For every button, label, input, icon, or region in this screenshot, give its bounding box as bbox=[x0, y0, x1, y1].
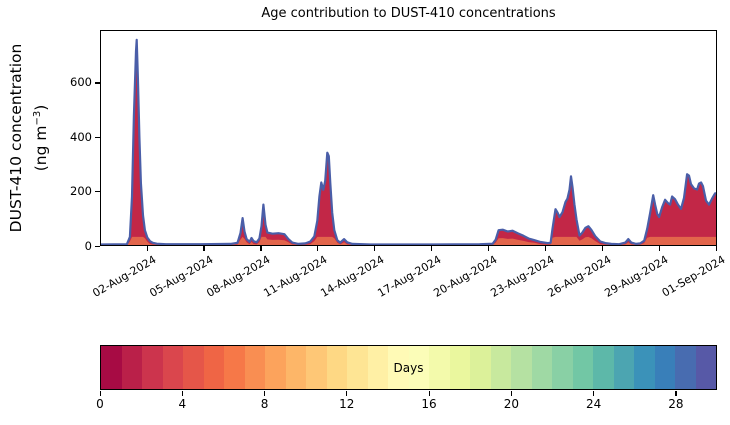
x-tick bbox=[317, 246, 319, 251]
y-tick-label: 400 bbox=[70, 129, 92, 144]
colorbar-gradient bbox=[101, 346, 716, 389]
concentration-area-young bbox=[101, 39, 716, 245]
colorbar-segment bbox=[101, 346, 122, 389]
colorbar-tick-label: 0 bbox=[96, 397, 104, 411]
y-axis-label-line2: (ng m−3) bbox=[32, 104, 51, 172]
concentration-area-mid-age bbox=[101, 236, 716, 245]
colorbar-segment bbox=[675, 346, 696, 389]
colorbar-segment bbox=[142, 346, 163, 389]
colorbar-segment bbox=[347, 346, 368, 389]
colorbar-tick bbox=[593, 391, 595, 396]
colorbar-segment bbox=[183, 346, 204, 389]
colorbar-segment bbox=[613, 346, 634, 389]
colorbar-tick-label: 24 bbox=[585, 397, 602, 411]
colorbar-segment bbox=[224, 346, 245, 389]
y-axis-label-exponent: −3 bbox=[32, 110, 43, 126]
colorbar-segment bbox=[654, 346, 675, 389]
colorbar-segment bbox=[285, 346, 306, 389]
plot-area bbox=[100, 30, 717, 246]
colorbar-segment bbox=[490, 346, 511, 389]
colorbar-tick bbox=[181, 391, 183, 396]
colorbar-tick-label: 16 bbox=[421, 397, 437, 411]
x-tick bbox=[374, 246, 376, 251]
colorbar-tick bbox=[99, 391, 101, 396]
x-tick bbox=[203, 246, 205, 251]
concentration-top-edge-old-age bbox=[101, 38, 716, 245]
x-tick bbox=[601, 246, 603, 251]
x-tick bbox=[658, 246, 660, 251]
colorbar-segment bbox=[449, 346, 470, 389]
y-tick bbox=[95, 82, 100, 84]
x-tick bbox=[544, 246, 547, 251]
colorbar-tick-label: 20 bbox=[503, 397, 519, 411]
colorbar-tick bbox=[675, 391, 677, 396]
y-axis-label-line1: DUST-410 concentration bbox=[7, 43, 25, 233]
colorbar-segment bbox=[470, 346, 491, 389]
y-tick bbox=[95, 191, 100, 193]
colorbar-segment bbox=[162, 346, 183, 389]
colorbar-tick bbox=[428, 391, 430, 396]
chart-title: Age contribution to DUST-410 concentrati… bbox=[261, 6, 556, 21]
colorbar-segment bbox=[306, 346, 327, 389]
colorbar-segment bbox=[552, 346, 573, 389]
colorbar-segment bbox=[695, 346, 716, 389]
x-tick bbox=[487, 246, 490, 251]
colorbar-tick bbox=[264, 391, 266, 396]
x-tick bbox=[715, 246, 717, 251]
colorbar-tick-label: 4 bbox=[178, 397, 187, 411]
colorbar-segment bbox=[408, 346, 429, 389]
y-tick bbox=[95, 136, 100, 138]
colorbar-segment bbox=[265, 346, 286, 389]
colorbar-segment bbox=[429, 346, 450, 389]
colorbar-segment bbox=[593, 346, 614, 389]
y-tick-label: 600 bbox=[70, 75, 92, 90]
x-tick bbox=[146, 246, 148, 251]
colorbar-segment bbox=[121, 346, 142, 389]
y-tick-label: 200 bbox=[70, 184, 92, 199]
y-tick bbox=[95, 245, 100, 247]
colorbar-segment bbox=[367, 346, 388, 389]
colorbar-segment bbox=[326, 346, 347, 389]
colorbar-segment bbox=[572, 346, 593, 389]
colorbar-segment bbox=[244, 346, 265, 389]
x-tick bbox=[260, 246, 262, 251]
colorbar-tick bbox=[510, 391, 513, 396]
colorbar-segment bbox=[388, 346, 409, 389]
colorbar: Days bbox=[100, 345, 717, 390]
colorbar-tick bbox=[346, 391, 348, 396]
colorbar-segment bbox=[531, 346, 552, 389]
colorbar-tick-label: 8 bbox=[260, 397, 269, 411]
concentration-area-chart bbox=[101, 38, 716, 245]
y-axis-label: DUST-410 concentration (ng m−3) bbox=[6, 8, 50, 268]
colorbar-tick-label: 12 bbox=[339, 397, 355, 411]
x-tick bbox=[431, 246, 433, 251]
colorbar-segment bbox=[634, 346, 655, 389]
colorbar-segment bbox=[203, 346, 224, 389]
colorbar-tick-label: 28 bbox=[668, 397, 684, 411]
colorbar-segment bbox=[511, 346, 532, 389]
y-tick-label: 0 bbox=[84, 238, 92, 253]
